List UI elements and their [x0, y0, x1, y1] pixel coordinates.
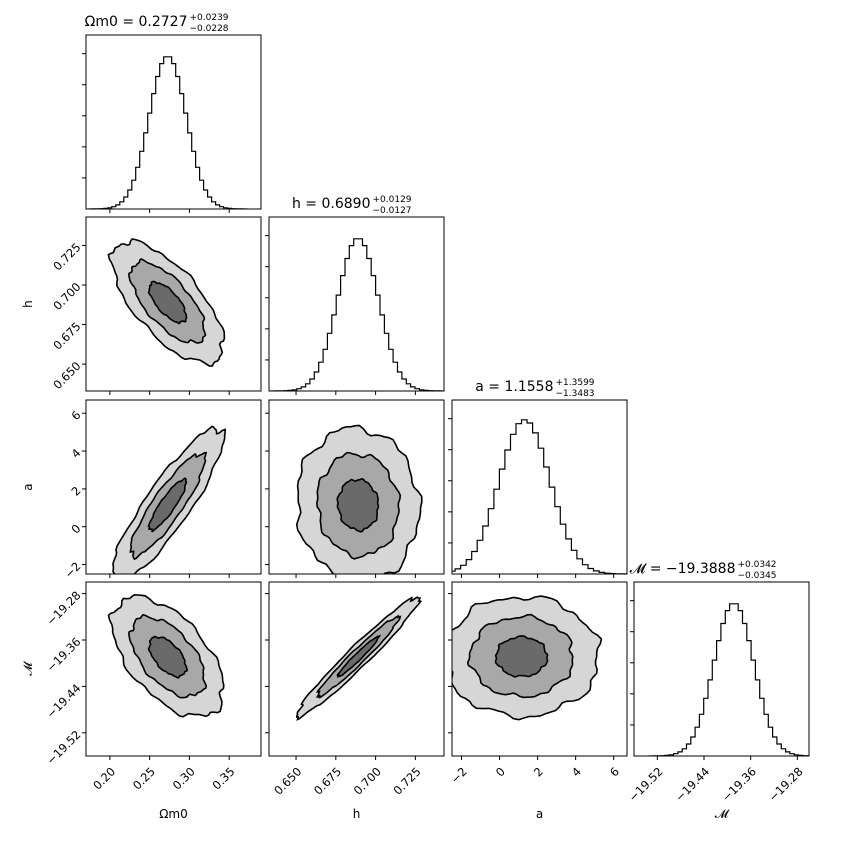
x-tick-label-a: 0: [493, 764, 508, 779]
contour-1sigma-a-om: [147, 477, 188, 533]
panel-h-h: [265, 216, 445, 395]
panel-h-om: [82, 216, 262, 395]
title-minus: −0.0228: [190, 24, 229, 34]
y-tick-label-h: 0.725: [50, 240, 83, 273]
histogram-M: [647, 603, 809, 756]
axes-frame: [268, 216, 445, 392]
y-tick-label-M: −19.36: [44, 635, 84, 675]
y-tick-label-h: 0.700: [50, 280, 83, 313]
panel-M-om: [82, 581, 262, 760]
x-tick-label-M: −19.28: [766, 764, 806, 804]
histogram-h: [270, 238, 444, 391]
x-tick-label-a: 4: [569, 764, 584, 779]
y-tick-label-h: 0.650: [50, 359, 83, 392]
contour-1sigma-M-om: [147, 635, 189, 679]
title-om: Ωm0 = 0.2727 +0.0239−0.0228: [85, 13, 229, 34]
axes-frame: [451, 581, 628, 757]
axes-frame: [85, 399, 262, 575]
y-tick-label-M: −19.44: [44, 681, 84, 721]
x-tick-label-a: 6: [607, 764, 622, 779]
x-axis-label-a: a: [536, 807, 543, 821]
panel-M-h: [265, 581, 445, 760]
contour-1sigma-a-h: [336, 478, 380, 533]
x-tick-label-M: −19.52: [626, 764, 666, 804]
y-tick-label-h: 0.675: [50, 319, 83, 352]
y-tick-label-a: 0: [69, 521, 84, 536]
axes-frame: [85, 34, 262, 210]
x-tick-label-M: −19.36: [719, 764, 759, 804]
panel-a-a: [448, 399, 628, 578]
axes-frame: [451, 399, 628, 575]
y-axis-label-h: h: [21, 300, 35, 308]
title-plus: +0.0342: [738, 560, 777, 570]
x-tick-label-a: −2: [448, 764, 470, 786]
axes-frame: [268, 399, 445, 575]
title-h: h = 0.6890 +0.0129−0.0127: [292, 195, 412, 216]
x-tick-label-h: 0.650: [271, 764, 304, 797]
title-value: a = 1.1558: [475, 379, 553, 395]
x-tick-label-h: 0.725: [391, 764, 424, 797]
y-tick-label-a: 4: [69, 446, 84, 461]
y-tick-label-a: 2: [69, 484, 84, 499]
histogram-a: [452, 419, 627, 574]
panel-a-h: [265, 399, 445, 578]
y-tick-label-a: −2: [62, 559, 84, 581]
x-tick-label-om: 0.30: [170, 764, 198, 792]
y-tick-label-M: −19.28: [44, 588, 84, 628]
title-minus: −0.0345: [738, 571, 777, 581]
x-tick-label-om: 0.35: [210, 764, 238, 792]
panel-om-om: [82, 34, 262, 213]
title-minus: −0.0127: [373, 206, 412, 216]
x-axis-label-om: Ωm0: [159, 807, 188, 821]
x-tick-label-om: 0.20: [90, 764, 118, 792]
x-tick-label-om: 0.25: [130, 764, 158, 792]
x-tick-label-M: −19.44: [672, 764, 712, 804]
panel-a-om: [82, 399, 262, 578]
histogram-om: [87, 56, 248, 209]
title-plus: +0.0239: [190, 13, 229, 23]
panel-M-M: [630, 581, 810, 760]
panel-M-a: [448, 581, 628, 760]
axes-frame: [85, 581, 262, 757]
title-value: 𝓜 = −19.3888: [630, 561, 736, 577]
title-M: 𝓜 = −19.3888 +0.0342−0.0345: [630, 560, 777, 581]
title-value: Ωm0 = 0.2727: [85, 14, 188, 30]
x-tick-label-h: 0.700: [351, 764, 384, 797]
contour-1sigma-M-h: [336, 634, 382, 679]
contour-1sigma-M-a: [494, 635, 549, 678]
title-value: h = 0.6890: [292, 196, 371, 212]
contour-1sigma-h-om: [147, 280, 188, 325]
title-plus: +1.3599: [556, 378, 595, 388]
y-tick-label-a: 6: [69, 408, 84, 423]
x-tick-label-h: 0.675: [311, 764, 344, 797]
x-axis-label-h: h: [353, 807, 361, 821]
x-axis-label-M: 𝓜: [715, 807, 730, 821]
title-plus: +0.0129: [373, 195, 412, 205]
axes-frame: [268, 581, 445, 757]
y-axis-label-a: a: [21, 483, 35, 490]
axes-frame: [633, 581, 810, 757]
x-tick-label-a: 2: [531, 764, 546, 779]
y-tick-label-M: −19.52: [44, 727, 84, 767]
y-axis-label-M: 𝓜: [21, 661, 35, 676]
title-a: a = 1.1558 +1.3599−1.3483: [475, 378, 595, 399]
title-minus: −1.3483: [556, 389, 595, 399]
axes-frame: [85, 216, 262, 392]
